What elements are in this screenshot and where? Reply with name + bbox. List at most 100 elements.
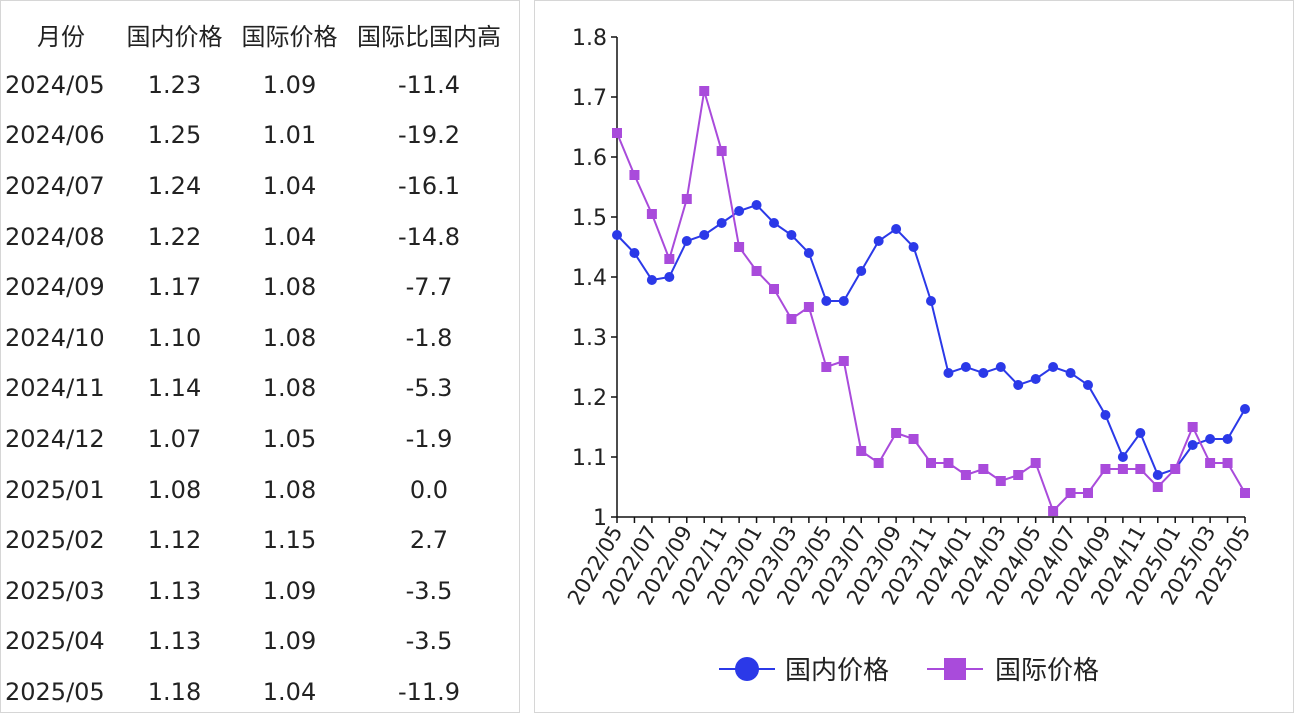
header-month: 月份 (37, 22, 85, 51)
data-point-international (786, 314, 797, 324)
international-price-cell: 1.09 (262, 70, 317, 99)
data-point-international (960, 470, 971, 480)
price-table: 月份 国内价格 国际价格 国际比国内高 2024/05 1.23 1.09 -11.4… (5, 9, 511, 717)
legend-marker-square (944, 658, 966, 680)
table-row: 2024/11 1.14 1.08 -5.3 (5, 363, 511, 414)
domestic-price-cell: 1.13 (147, 576, 202, 605)
header-difference: 国际比国内高 (357, 22, 501, 51)
y-tick-label: 1.2 (572, 386, 607, 411)
data-point-domestic (1135, 428, 1146, 438)
table-row: 2024/08 1.22 1.04 -14.8 (5, 211, 511, 262)
difference-cell: -3.5 (405, 576, 453, 605)
domestic-price-cell: 1.23 (147, 70, 202, 99)
data-point-domestic (803, 248, 814, 258)
data-point-international (646, 209, 657, 219)
data-point-international (995, 476, 1006, 486)
legend-label: 国际价格 (995, 656, 1099, 686)
month-cell: 2025/04 (5, 627, 105, 656)
data-point-international (681, 194, 692, 204)
y-tick-label: 1.4 (572, 266, 607, 291)
table-row: 2025/03 1.13 1.09 -3.5 (5, 566, 511, 617)
data-point-domestic (646, 275, 657, 285)
domestic-price-cell: 1.12 (147, 526, 202, 555)
data-table-panel: 月份 国内价格 国际价格 国际比国内高 2024/05 1.23 1.09 -11.4… (0, 0, 520, 713)
month-cell: 2024/11 (5, 374, 105, 403)
table-row: 2024/06 1.25 1.01 -19.2 (5, 110, 511, 161)
difference-cell: -1.8 (405, 323, 453, 352)
difference-cell: -5.3 (405, 374, 453, 403)
international-price-cell: 1.08 (262, 475, 317, 504)
data-point-international (716, 146, 727, 156)
domestic-price-cell: 1.14 (147, 374, 202, 403)
data-point-domestic (1205, 434, 1216, 444)
data-point-domestic (995, 362, 1006, 372)
data-point-domestic (1222, 434, 1233, 444)
data-point-domestic (978, 368, 989, 378)
data-point-domestic (716, 218, 727, 228)
month-cell: 2024/09 (5, 273, 105, 302)
data-point-international (926, 458, 936, 468)
difference-cell: -16.1 (397, 172, 461, 201)
data-point-domestic (960, 362, 971, 372)
difference-cell: -7.7 (405, 273, 453, 302)
data-point-international (1100, 464, 1111, 474)
data-point-domestic (943, 368, 954, 378)
y-tick-label: 1.7 (572, 86, 607, 111)
data-point-international (612, 128, 622, 138)
domestic-price-cell: 1.10 (147, 323, 202, 352)
data-point-domestic (681, 236, 692, 246)
international-price-cell: 1.09 (262, 576, 317, 605)
data-point-international (978, 464, 989, 474)
table-row: 2025/04 1.13 1.09 -3.5 (5, 616, 511, 667)
international-price-cell: 1.08 (262, 273, 317, 302)
data-point-domestic (769, 218, 779, 228)
data-point-domestic (734, 206, 745, 216)
data-point-international (1013, 470, 1024, 480)
data-point-domestic (1117, 452, 1128, 462)
data-point-international (1117, 464, 1128, 474)
y-tick-label: 1.8 (572, 26, 607, 51)
data-point-international (873, 458, 884, 468)
series-line-domestic (616, 203, 1246, 477)
data-point-international (734, 242, 745, 252)
header-domestic-price: 国内价格 (126, 22, 223, 51)
data-point-domestic (1240, 404, 1250, 414)
data-point-international (664, 254, 675, 264)
data-point-international (1152, 482, 1163, 492)
data-point-international (629, 170, 640, 180)
data-point-international (1170, 464, 1181, 474)
y-tick-label: 1.1 (572, 446, 607, 471)
domestic-price-cell: 1.17 (147, 273, 202, 302)
international-price-cell: 1.04 (262, 172, 317, 201)
month-cell: 2024/06 (5, 121, 105, 150)
month-cell: 2024/08 (5, 222, 105, 251)
chart-panel: 1 1.1 1.2 1.3 1.4 1.5 1.6 1.7 1.8 2022/05 2022/07 2… (534, 0, 1294, 713)
header-international-price: 国际价格 (241, 22, 338, 51)
data-point-international (856, 446, 867, 456)
y-tick-label: 1.3 (572, 326, 607, 351)
month-cell: 2024/07 (5, 172, 105, 201)
data-point-domestic (1100, 410, 1111, 420)
month-cell: 2024/12 (5, 425, 105, 454)
month-cell: 2025/05 (5, 678, 105, 707)
difference-cell: -3.5 (405, 627, 453, 656)
domestic-price-cell: 1.22 (147, 222, 202, 251)
data-point-domestic (612, 230, 622, 240)
data-point-international (821, 362, 832, 372)
month-cell: 2025/03 (5, 576, 105, 605)
international-price-cell: 1.08 (262, 374, 317, 403)
data-point-international (891, 428, 902, 438)
table-row: 2024/05 1.23 1.09 -11.4 (5, 60, 511, 111)
data-point-domestic (1030, 374, 1041, 384)
table-row: 2024/07 1.24 1.04 -16.1 (5, 161, 511, 212)
data-point-domestic (873, 236, 884, 246)
data-point-international (751, 266, 762, 276)
data-point-domestic (1187, 440, 1198, 450)
international-price-cell: 1.01 (262, 121, 317, 150)
data-point-domestic (856, 266, 867, 276)
data-point-domestic (1065, 368, 1076, 378)
difference-cell: -11.9 (397, 678, 461, 707)
table-header-row: 月份 国内价格 国际价格 国际比国内高 (5, 9, 511, 60)
data-point-international (1048, 506, 1059, 516)
data-point-domestic (664, 272, 675, 282)
